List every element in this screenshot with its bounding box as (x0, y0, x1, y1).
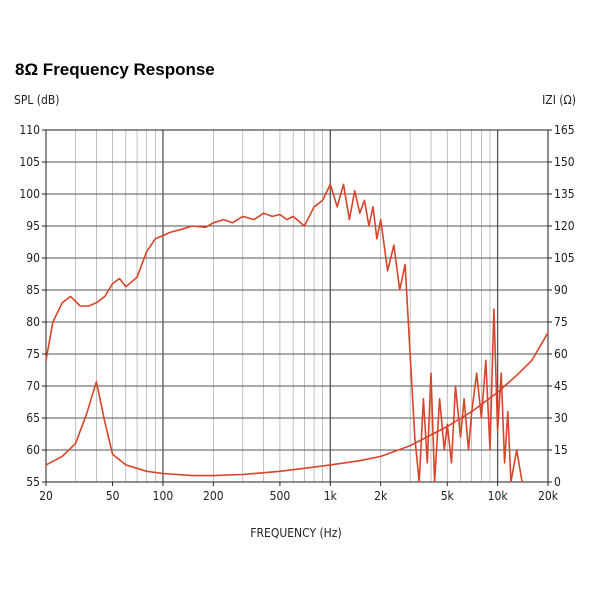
grid (46, 130, 548, 482)
y-right-tick-label: 0 (554, 475, 561, 489)
x-tick-label: 200 (203, 489, 224, 503)
x-axis-ticks: 20 50 100 200 500 1k 2k 5k 10k 20k (39, 482, 559, 503)
y-left-tick-label: 75 (26, 347, 40, 361)
y-right-tick-label: 15 (554, 443, 568, 457)
y-axis-left-label: SPL (dB) (14, 93, 60, 107)
series-lines (45, 183, 549, 483)
y-right-tick-label: 90 (554, 283, 568, 297)
x-tick-label: 20k (538, 489, 559, 503)
y-right-tick-label: 30 (554, 411, 568, 425)
y-left-tick-label: 110 (19, 123, 40, 137)
spl-curve (45, 183, 523, 483)
x-tick-label: 20 (39, 489, 53, 503)
y-right-tick-label: 105 (554, 251, 575, 265)
y-right-tick-label: 150 (554, 155, 575, 169)
x-tick-label: 50 (106, 489, 120, 503)
y-left-tick-label: 105 (19, 155, 40, 169)
y-left-tick-label: 70 (26, 379, 40, 393)
y-axis-right-label: IZI (Ω) (542, 93, 576, 107)
y-axis-right-ticks: 0 15 30 45 60 75 90 105 120 135 150 165 (548, 123, 575, 489)
y-right-tick-label: 75 (554, 315, 568, 329)
impedance-curve (45, 331, 549, 477)
y-right-tick-label: 135 (554, 187, 575, 201)
y-left-tick-label: 95 (26, 219, 40, 233)
y-left-tick-label: 100 (19, 187, 40, 201)
x-tick-label: 100 (153, 489, 174, 503)
y-left-tick-label: 65 (26, 411, 40, 425)
page-title: 8Ω Frequency Response (15, 60, 215, 79)
y-left-tick-label: 80 (26, 315, 40, 329)
x-tick-label: 1k (324, 489, 338, 503)
y-left-tick-label: 55 (26, 475, 40, 489)
y-axis-left-ticks: 55 60 65 70 75 80 85 90 95 100 105 110 (19, 123, 46, 489)
y-right-tick-label: 120 (554, 219, 575, 233)
plot-frame (45, 129, 549, 483)
x-tick-label: 2k (374, 489, 388, 503)
x-axis-label: FREQUENCY (Hz) (250, 526, 341, 540)
x-tick-label: 500 (270, 489, 291, 503)
y-left-tick-label: 60 (26, 443, 40, 457)
x-tick-label: 10k (488, 489, 509, 503)
y-left-tick-label: 90 (26, 251, 40, 265)
y-right-tick-label: 45 (554, 379, 568, 393)
y-right-tick-label: 60 (554, 347, 568, 361)
y-left-tick-label: 85 (26, 283, 40, 297)
y-right-tick-label: 165 (554, 123, 575, 137)
x-tick-label: 5k (441, 489, 455, 503)
